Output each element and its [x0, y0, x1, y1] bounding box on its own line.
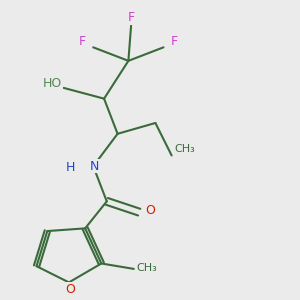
Text: CH₃: CH₃	[174, 144, 195, 154]
Text: CH₃: CH₃	[136, 262, 157, 272]
Text: F: F	[79, 35, 86, 48]
Text: HO: HO	[43, 77, 62, 90]
Text: N: N	[90, 160, 99, 173]
Text: F: F	[171, 35, 178, 48]
Text: H: H	[66, 161, 75, 174]
Text: F: F	[128, 11, 135, 24]
Text: O: O	[145, 204, 155, 217]
Text: O: O	[65, 283, 75, 296]
